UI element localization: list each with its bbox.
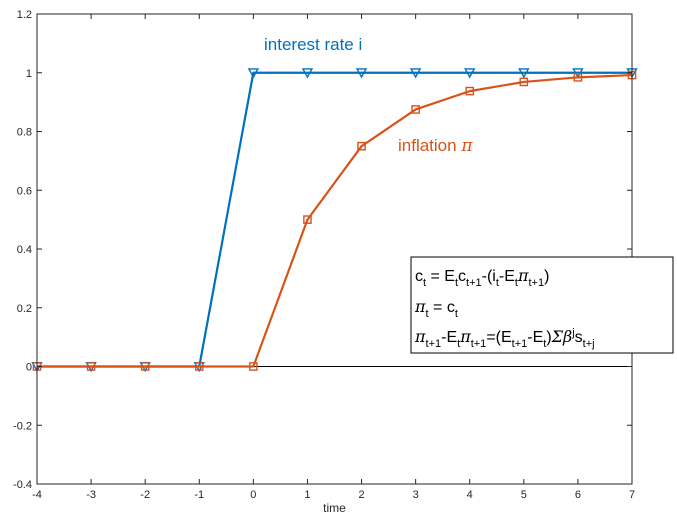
data-point bbox=[247, 68, 260, 79]
data-point bbox=[194, 362, 204, 371]
x-tick-label: 4 bbox=[467, 489, 473, 501]
plot-background bbox=[37, 14, 632, 484]
x-tick-label: 5 bbox=[521, 489, 527, 501]
data-point bbox=[465, 86, 475, 96]
y-tick-label: 0.4 bbox=[17, 244, 32, 256]
equation-line-0: ct = Etct+1-(it-Etπt+1) bbox=[415, 266, 549, 289]
x-tick-label: -2 bbox=[140, 489, 150, 501]
data-point bbox=[572, 68, 584, 79]
x-tick-label: -3 bbox=[86, 489, 96, 501]
x-tick-label: -4 bbox=[32, 489, 42, 501]
x-tick-label: 3 bbox=[413, 489, 419, 501]
y-tick-label: 0.8 bbox=[17, 127, 32, 139]
series-line-1 bbox=[37, 73, 633, 368]
data-point bbox=[518, 68, 530, 79]
y-tick-label: 0 bbox=[26, 362, 32, 374]
annotation-layer: interest rate i inflation π ct = Etct+1-(i… bbox=[264, 35, 674, 354]
equation-line-2: πt+1-Etπt+1=(Et+1-Et)Σβjst+j bbox=[414, 327, 595, 350]
data-point bbox=[409, 68, 422, 79]
series-label-1: inflation π bbox=[398, 136, 473, 156]
data-point bbox=[411, 105, 420, 114]
data-point bbox=[464, 68, 476, 79]
data-point bbox=[355, 68, 368, 79]
data-point bbox=[303, 215, 312, 224]
series-label-0: interest rate i bbox=[264, 35, 362, 54]
x-tick-label: 1 bbox=[304, 489, 310, 501]
data-point bbox=[357, 141, 366, 151]
x-axis-label: time bbox=[323, 501, 346, 515]
x-tick-label: 0 bbox=[250, 489, 256, 501]
y-tick-label: -0.4 bbox=[13, 479, 32, 491]
data-point bbox=[140, 362, 150, 371]
x-tick-label: 2 bbox=[358, 489, 364, 501]
data-point bbox=[301, 68, 314, 79]
data-point bbox=[86, 362, 96, 371]
data-point bbox=[519, 77, 529, 87]
equation-line-1: πt = ct bbox=[414, 297, 458, 320]
y-tick-label: 1.2 bbox=[17, 9, 32, 21]
plot-area bbox=[37, 14, 632, 484]
x-tick-label: 6 bbox=[575, 489, 581, 501]
y-tick-label: -0.2 bbox=[13, 420, 32, 432]
x-tick-label: -1 bbox=[194, 489, 204, 501]
y-tick-label: 1 bbox=[26, 68, 32, 80]
y-tick-label: 0.2 bbox=[17, 303, 32, 315]
data-point bbox=[249, 362, 258, 371]
data-point bbox=[573, 73, 583, 82]
axis-layer: -4 -3 -2 -1 0 1 2 3 4 5 6 7 -0.4 -0.2 0 0.2 0.4 0.6 0.8 1 1.… bbox=[13, 9, 635, 501]
y-tick-label: 0.6 bbox=[17, 185, 32, 197]
x-tick-label: 7 bbox=[629, 489, 635, 501]
equation-box bbox=[410, 256, 674, 354]
